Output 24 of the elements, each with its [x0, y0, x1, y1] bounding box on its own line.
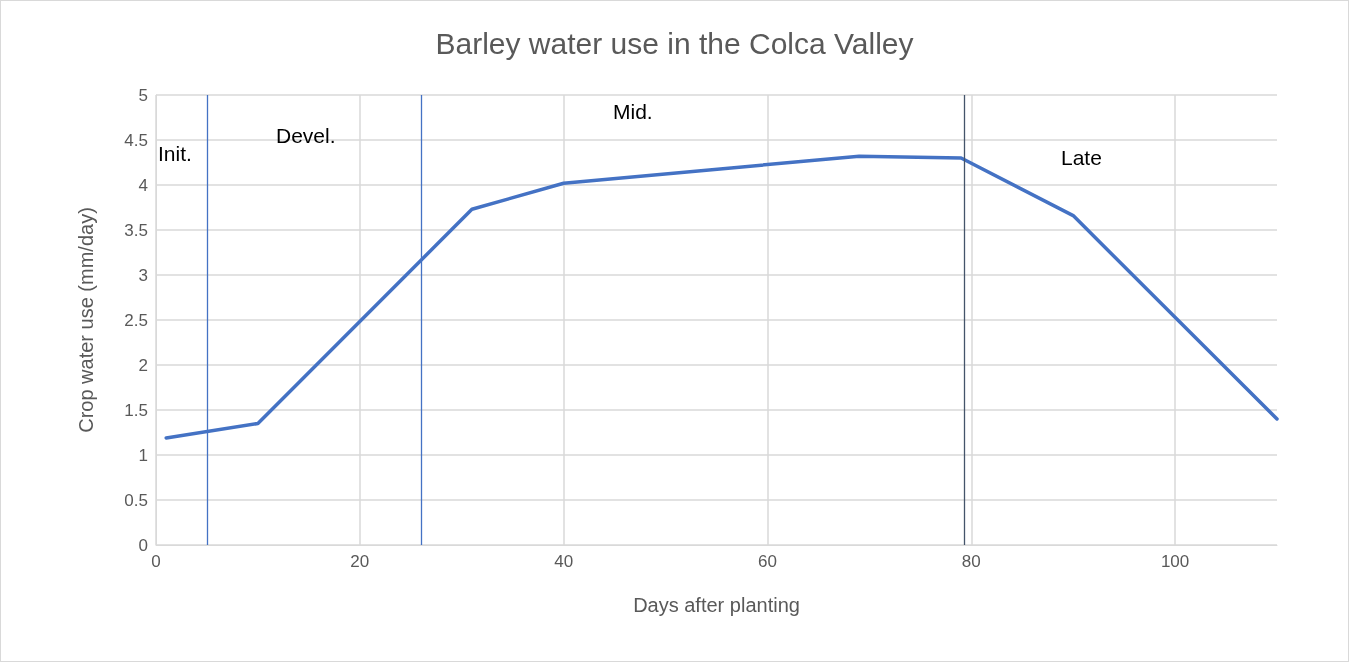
- x-axis-title: Days after planting: [633, 594, 800, 616]
- y-tick-label: 0.5: [124, 490, 148, 510]
- chart-title: Barley water use in the Colca Valley: [435, 26, 914, 60]
- x-tick-label: 20: [350, 552, 370, 571]
- y-tick-label: 2.5: [124, 310, 148, 330]
- x-tick-label: 40: [554, 552, 574, 571]
- annotation: Init.: [158, 141, 192, 165]
- y-tick-label: 1: [138, 445, 148, 465]
- y-axis-title: Crop water use (mm/day): [75, 207, 97, 433]
- y-tick-label: 3.5: [124, 220, 148, 240]
- annotation: Late: [1061, 145, 1102, 169]
- y-tick-label: 3: [138, 265, 148, 285]
- y-tick-label: 5: [138, 85, 148, 105]
- x-tick-label: 60: [757, 552, 777, 571]
- x-tick-label: 0: [151, 552, 161, 571]
- y-tick-label: 1.5: [124, 400, 148, 420]
- y-tick-label: 0: [138, 535, 148, 555]
- y-tick-label: 4: [138, 175, 148, 195]
- x-tick-label: 100: [1160, 552, 1190, 571]
- annotation: Mid.: [613, 99, 653, 123]
- x-tick-label: 80: [961, 552, 981, 571]
- y-tick-label: 2: [138, 355, 148, 375]
- annotation: Devel.: [276, 123, 336, 147]
- y-tick-label: 4.5: [124, 130, 148, 150]
